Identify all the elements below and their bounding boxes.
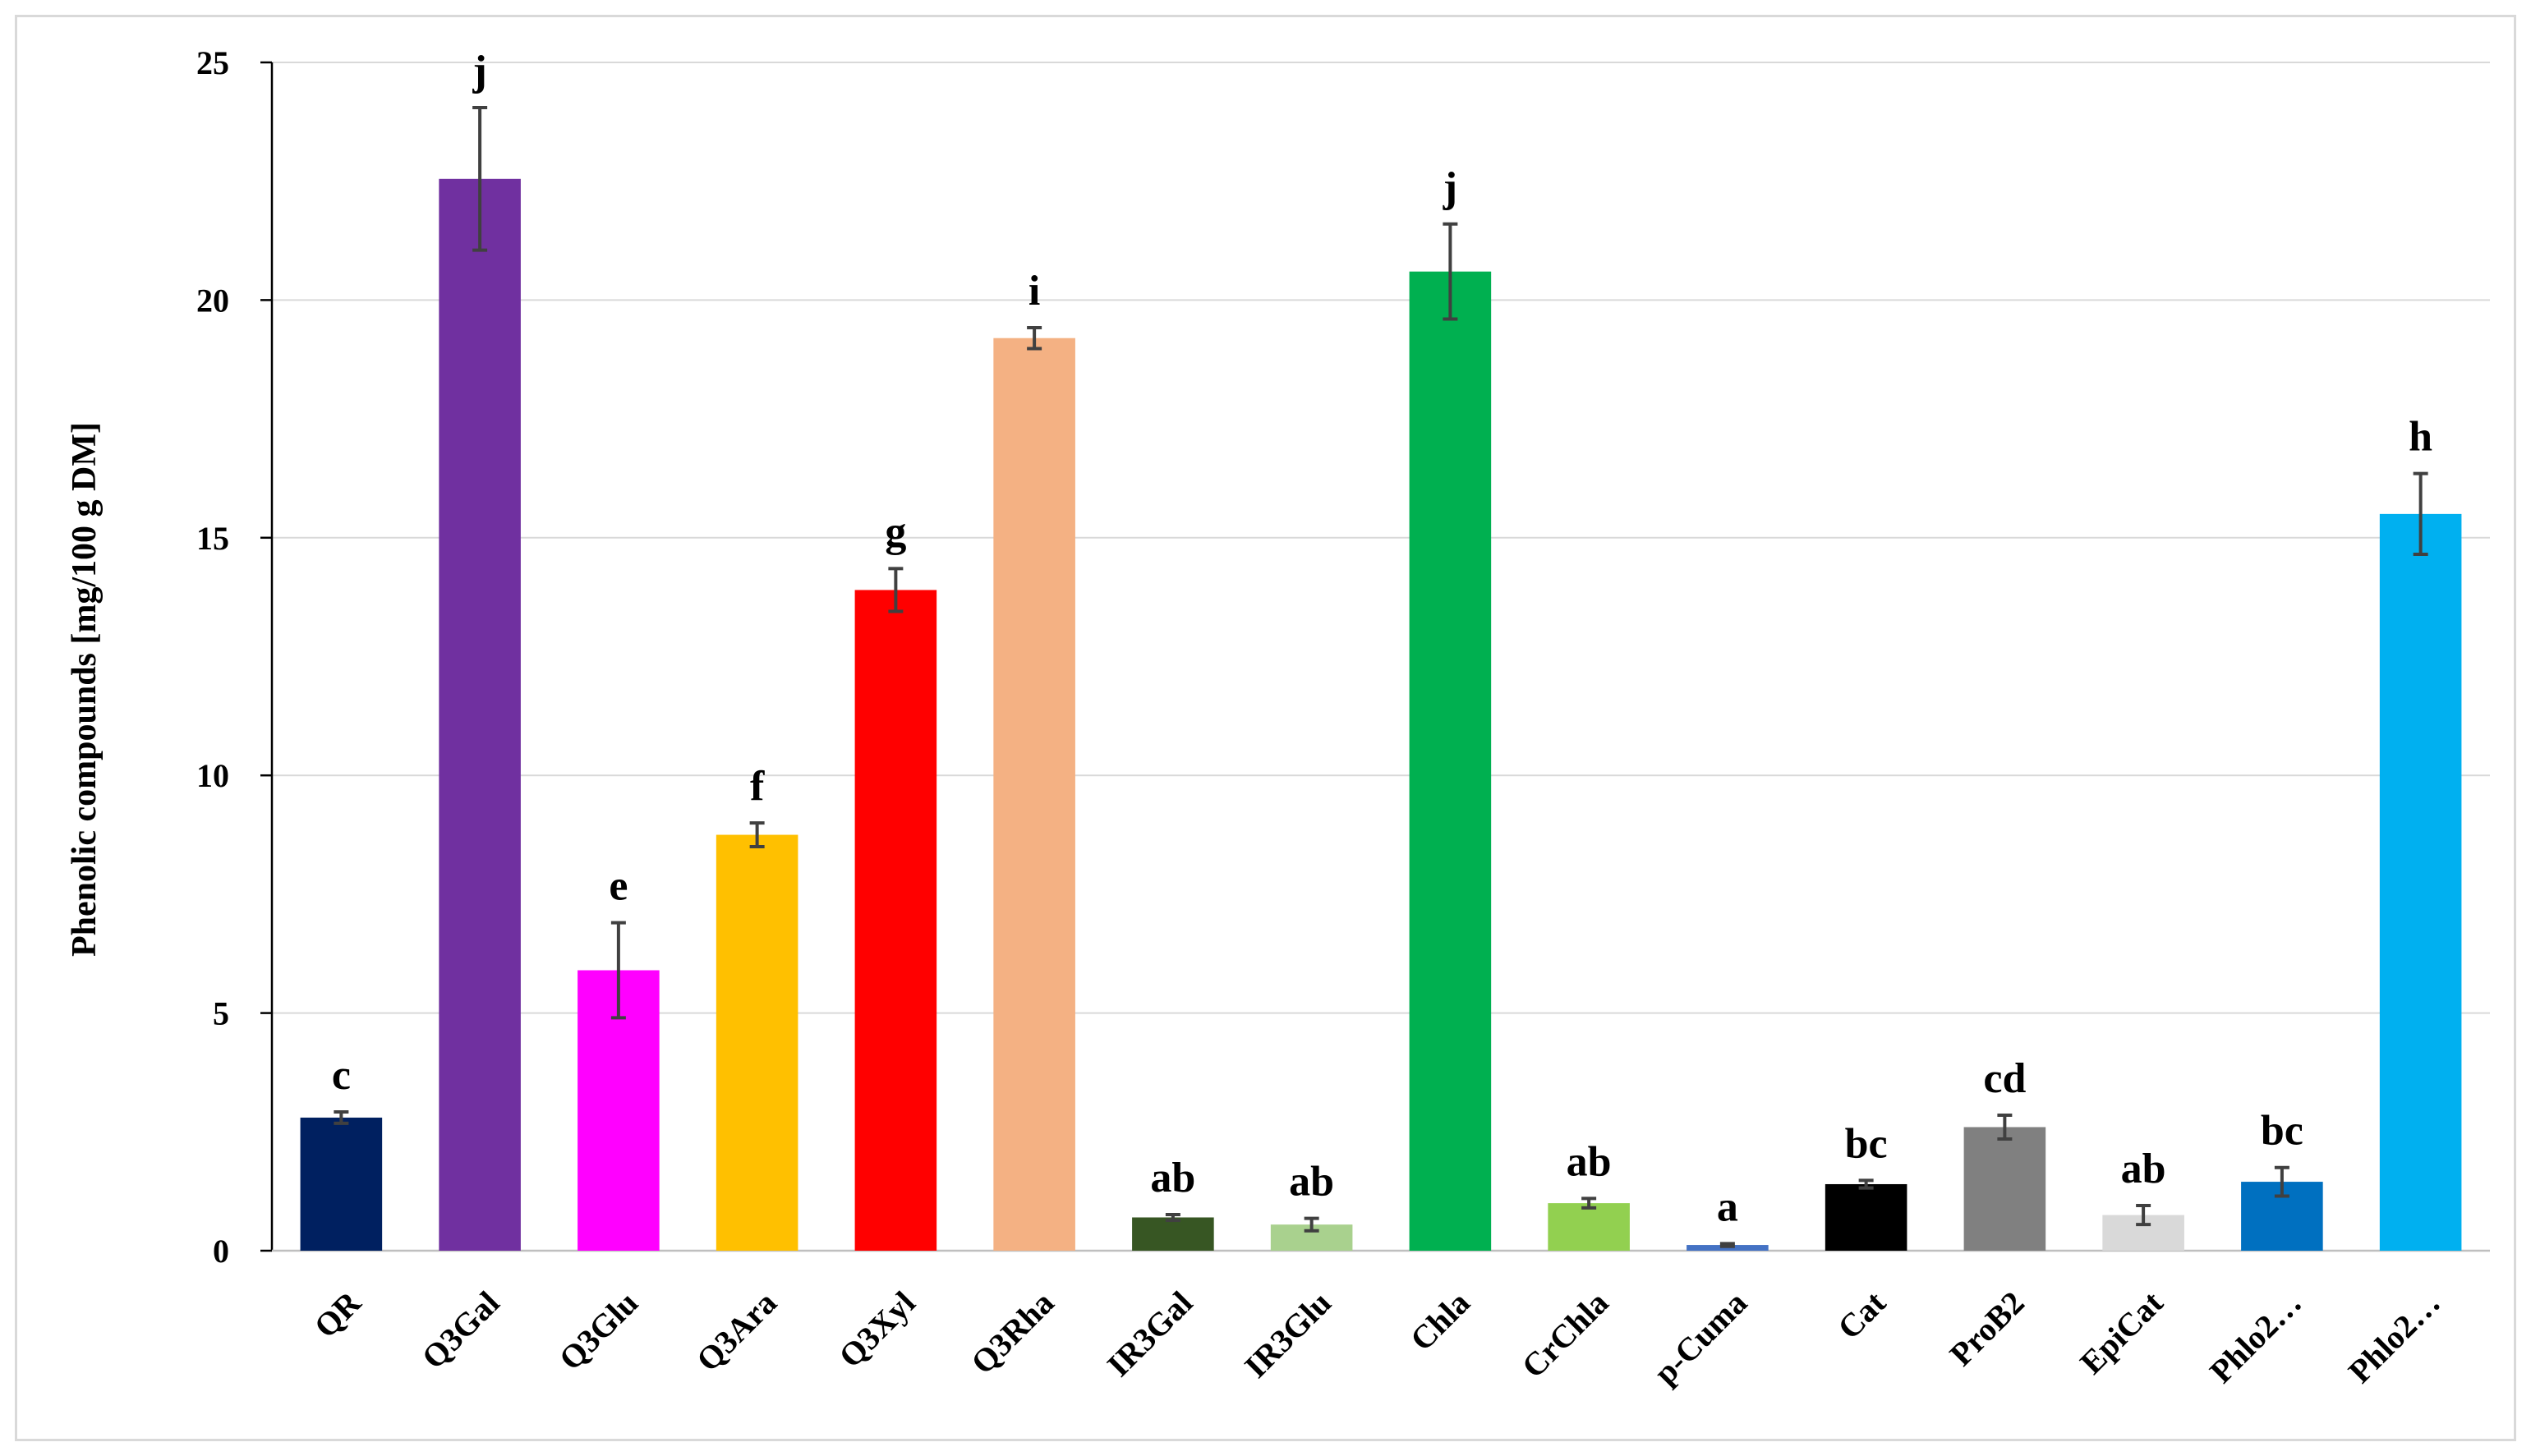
significance-label: j — [1443, 164, 1457, 211]
labels: 0 5 10 15 20 25 c QR j Q3Gal e Q3Glu f Q3Ara g Q3Xyl i Q3… — [196, 44, 2447, 1391]
x-tick-label: Phlo2… — [2202, 1284, 2308, 1390]
bar-chart: 0 5 10 15 20 25 c QR j Q3Gal e Q3Glu f Q3Ara g Q3Xyl i Q3… — [66, 44, 2490, 1391]
bar — [1963, 1127, 2046, 1251]
significance-label: ab — [2121, 1146, 2166, 1192]
y-tick-label: 0 — [213, 1233, 229, 1270]
significance-label: j — [472, 48, 486, 94]
x-tick-label: Q3Gal — [415, 1284, 507, 1376]
x-tick-label: IR3Gal — [1100, 1284, 1199, 1384]
x-tick-label: Q3Xyl — [831, 1284, 922, 1375]
bar — [1132, 1217, 1214, 1251]
significance-label: ab — [1289, 1159, 1334, 1206]
significance-label: h — [2409, 414, 2432, 461]
x-tick-label: p-Cuma — [1646, 1284, 1754, 1392]
y-tick-label: 15 — [196, 520, 229, 557]
significance-label: ab — [1150, 1155, 1195, 1201]
bar — [854, 590, 937, 1251]
significance-label: g — [885, 508, 906, 555]
y-tick-label: 5 — [213, 995, 229, 1032]
x-tick-label: EpiCat — [2073, 1284, 2170, 1381]
significance-label: ab — [1567, 1138, 1612, 1185]
x-tick-label: IR3Glu — [1237, 1284, 1338, 1385]
bar — [1825, 1183, 1907, 1251]
significance-label: f — [750, 763, 765, 810]
gridlines — [272, 62, 2490, 1014]
x-tick-label: CrChla — [1515, 1284, 1616, 1385]
x-tick-label: Cat — [1830, 1284, 1893, 1346]
significance-label: i — [1029, 268, 1040, 315]
x-tick-label: Phlo2… — [2341, 1284, 2447, 1390]
significance-label: bc — [1845, 1120, 1888, 1167]
x-tick-label: Q3Rha — [964, 1284, 1061, 1381]
x-tick-label: Q3Ara — [689, 1284, 784, 1379]
x-tick-label: QR — [306, 1284, 368, 1345]
significance-label: e — [609, 863, 628, 910]
bar — [439, 178, 521, 1251]
bar — [993, 338, 1075, 1252]
y-tick-label: 20 — [196, 282, 229, 319]
y-axis-title: Phenolic compounds [mg/100 g DM] — [66, 422, 104, 957]
significance-label: a — [1717, 1183, 1738, 1230]
x-tick-label: Chla — [1403, 1284, 1477, 1358]
y-tick-label: 10 — [196, 757, 229, 794]
bar — [716, 834, 798, 1251]
y-tick-label: 25 — [196, 44, 229, 81]
x-tick-label: Q3Glu — [552, 1284, 646, 1378]
bar — [300, 1117, 383, 1251]
significance-label: c — [332, 1052, 351, 1099]
bar — [2379, 513, 2462, 1251]
x-tick-label: ProB2 — [1942, 1284, 2031, 1373]
significance-label: cd — [1983, 1055, 2026, 1102]
bars — [300, 105, 2462, 1252]
significance-label: bc — [2261, 1108, 2303, 1155]
chart-frame: 0 5 10 15 20 25 c QR j Q3Gal e Q3Glu f Q3Ara g Q3Xyl i Q3… — [15, 15, 2516, 1441]
bar — [1409, 271, 1492, 1251]
bar — [1548, 1203, 1630, 1251]
